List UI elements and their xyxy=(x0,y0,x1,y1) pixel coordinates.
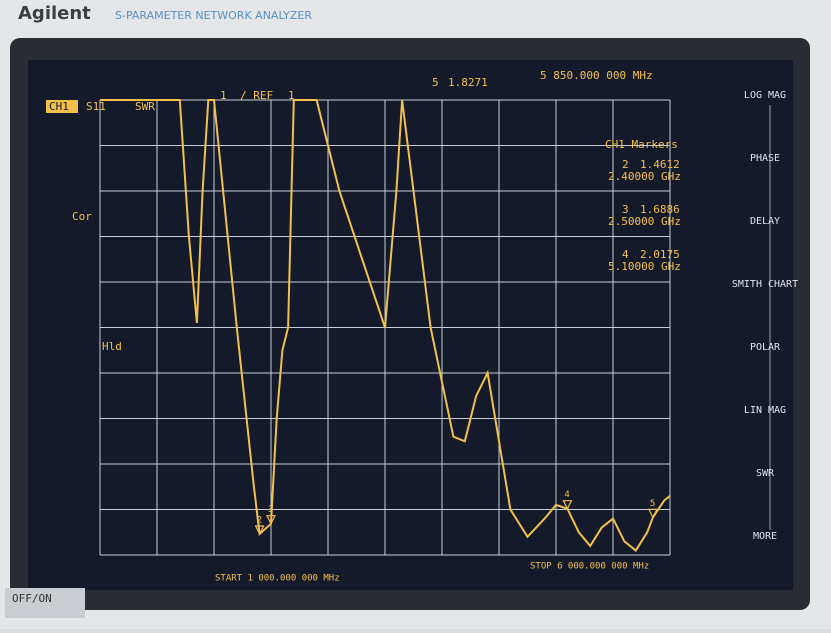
softkey[interactable]: POLAR xyxy=(750,342,781,353)
channel: CH1 xyxy=(49,100,69,113)
softkey[interactable]: LOG MAG xyxy=(744,90,786,101)
marker-value: 2.0175 xyxy=(640,248,680,261)
ref: 1 xyxy=(288,89,295,102)
status: Hld xyxy=(102,340,122,353)
marker xyxy=(266,515,276,526)
markers-title: CH1 Markers xyxy=(605,138,678,151)
marker-freq: 2.40000 GHz xyxy=(608,170,681,183)
marker-label: 4 xyxy=(622,248,629,261)
ref-label: / REF xyxy=(240,89,273,102)
scale: 1 xyxy=(220,89,227,102)
softkey[interactable]: SMITH CHART xyxy=(732,279,798,290)
softkey[interactable]: SWR xyxy=(756,468,775,479)
power-button[interactable] xyxy=(5,588,85,618)
format: SWR xyxy=(135,100,155,113)
softkey[interactable]: DELAY xyxy=(750,216,780,227)
marker-number: 2 xyxy=(257,516,262,526)
marker-label: 3 xyxy=(622,203,629,216)
active-marker-value: 1.8271 xyxy=(448,76,488,89)
softkey[interactable]: PHASE xyxy=(750,153,780,164)
screen xyxy=(28,60,793,590)
start-label: START 1 000.000 000 MHz xyxy=(215,574,340,584)
softkey[interactable]: LIN MAG xyxy=(744,405,786,416)
channel-box xyxy=(46,100,78,113)
marker-freq: 2.50000 GHz xyxy=(608,215,681,228)
brand: Agilent xyxy=(18,3,91,24)
marker-value: 1.6886 xyxy=(640,203,680,216)
marker-number: 5 xyxy=(650,499,655,509)
active-marker-freq: 5 850.000 000 MHz xyxy=(540,69,653,82)
marker-freq: 5.10000 GHz xyxy=(608,260,681,273)
marker-number: 3 xyxy=(268,505,273,515)
active-marker-label: 5 xyxy=(432,76,439,89)
trace xyxy=(100,99,671,552)
power-label: OFF/ON xyxy=(12,592,52,605)
parameter: S11 xyxy=(86,100,106,113)
stop-label: STOP 6 000.000 000 MHz xyxy=(530,562,649,572)
marker-label: 2 xyxy=(622,158,629,171)
model: S-PARAMETER NETWORK ANALYZER xyxy=(115,9,312,22)
softkey[interactable]: MORE xyxy=(753,531,777,542)
marker xyxy=(254,525,265,536)
marker-number: 4 xyxy=(564,490,569,500)
marker xyxy=(562,500,573,511)
marker xyxy=(647,508,658,519)
status: Cor xyxy=(72,210,92,223)
marker-value: 1.4612 xyxy=(640,158,680,171)
